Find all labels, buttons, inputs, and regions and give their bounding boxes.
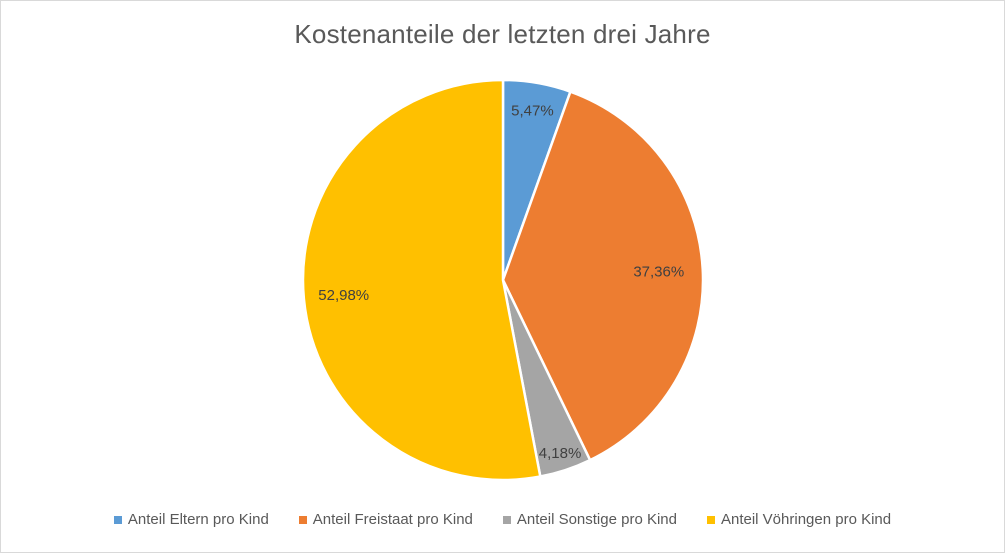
- legend-item-2: Anteil Freistaat pro Kind: [298, 511, 473, 528]
- legend-label: Anteil Sonstige pro Kind: [516, 511, 677, 528]
- chart-legend: Anteil Eltern pro Kind Anteil Freistaat p…: [1, 511, 1004, 528]
- legend-label: Anteil Vöhringen pro Kind: [720, 511, 892, 528]
- pie-slice-4: [301, 78, 542, 482]
- data-label-1: 5,47%: [511, 103, 554, 120]
- legend-swatch: [113, 515, 122, 524]
- data-label-2: 37,36%: [633, 264, 684, 281]
- legend-label: Anteil Eltern pro Kind: [127, 511, 269, 528]
- legend-item-4: Anteil Vöhringen pro Kind: [706, 511, 892, 528]
- legend-item-1: Anteil Eltern pro Kind: [113, 511, 269, 528]
- legend-swatch: [298, 515, 307, 524]
- legend-item-3: Anteil Sonstige pro Kind: [502, 511, 677, 528]
- data-label-3: 4,18%: [539, 445, 582, 462]
- chart-title: Kostenanteile der letzten drei Jahre: [294, 19, 711, 49]
- legend-swatch: [502, 515, 511, 524]
- pie-slice-2: [501, 90, 705, 462]
- legend-label: Anteil Freistaat pro Kind: [312, 511, 473, 528]
- legend-swatch: [706, 515, 715, 524]
- data-label-4: 52,98%: [318, 287, 369, 304]
